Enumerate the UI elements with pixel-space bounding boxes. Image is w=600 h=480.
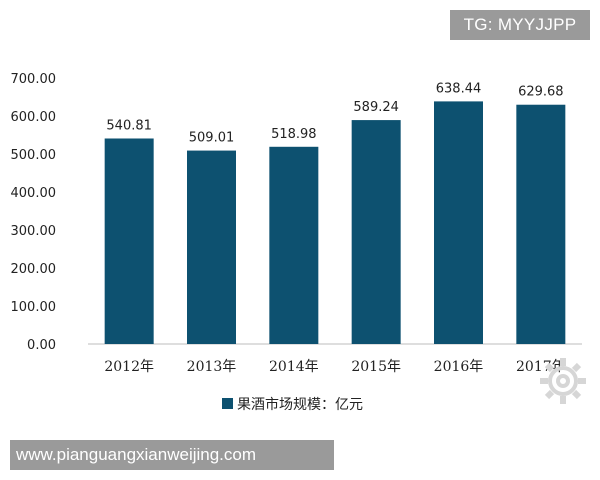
x-tick-label: 2013年: [187, 359, 237, 375]
bar: [516, 104, 566, 344]
gear-icon: [540, 358, 586, 404]
y-tick-label: 700.00: [11, 72, 57, 87]
y-tick-label: 600.00: [11, 110, 57, 125]
x-tick-label: 2016年: [434, 359, 484, 375]
data-label: 629.68: [518, 85, 564, 100]
data-label: 589.24: [353, 100, 399, 115]
y-tick-label: 200.00: [11, 262, 57, 277]
watermark-top: TG: MYYJJPP: [450, 10, 590, 40]
y-tick-label: 500.00: [11, 148, 57, 163]
bar: [187, 150, 236, 344]
legend-swatch: [222, 398, 233, 409]
bars: [104, 101, 566, 345]
watermark-bottom: www.pianguangxianweijing.com: [10, 440, 334, 470]
y-tick-label: 100.00: [11, 300, 57, 315]
bar: [269, 146, 319, 344]
x-tick-label: 2014年: [269, 359, 319, 375]
y-tick-label: 400.00: [11, 186, 57, 201]
x-axis-ticks: 2012年 2013年 2014年 2015年 2016年 2017年: [104, 359, 565, 375]
data-label: 518.98: [271, 127, 317, 142]
bar: [434, 101, 483, 345]
legend: 果酒市场规模：亿元: [222, 396, 363, 413]
legend-label: 果酒市场规模：亿元: [237, 396, 363, 413]
data-label: 509.01: [189, 131, 235, 146]
y-tick-label: 0.00: [27, 338, 56, 353]
data-label: 638.44: [436, 81, 482, 96]
bar: [351, 120, 401, 344]
y-tick-label: 300.00: [11, 224, 57, 239]
data-label: 540.81: [106, 118, 152, 133]
bar: [104, 138, 154, 344]
x-tick-label: 2015年: [351, 359, 401, 375]
x-tick-label: 2012年: [104, 359, 154, 375]
data-labels: 540.81 509.01 518.98 589.24 638.44 629.68: [106, 81, 563, 145]
y-axis-ticks: 0.00 100.00 200.00 300.00 400.00 500.00 600.00…: [11, 72, 57, 353]
